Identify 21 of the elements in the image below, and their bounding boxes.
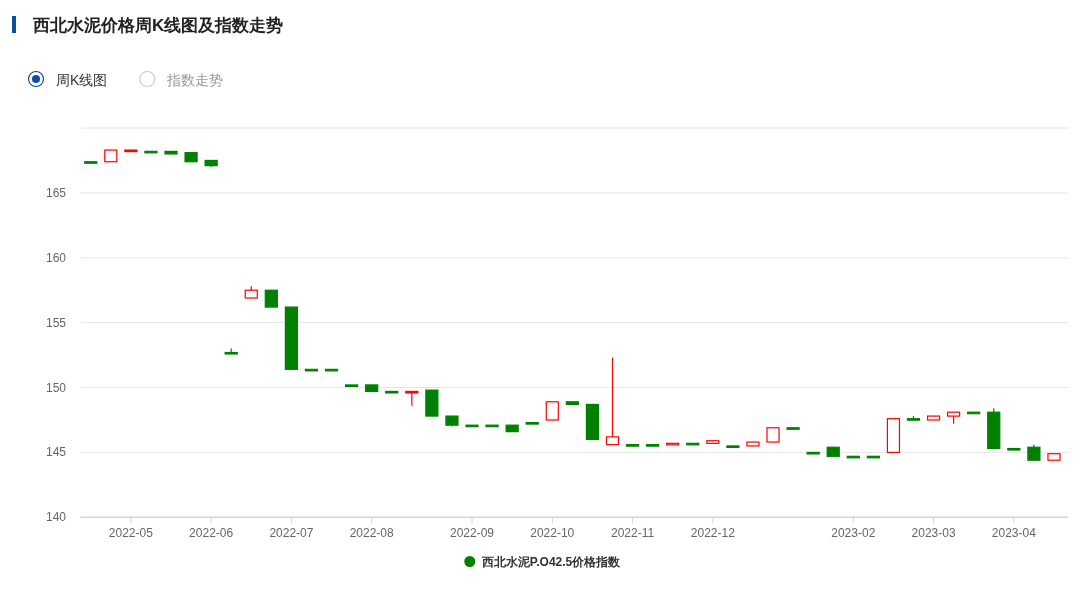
y-tick-label: 155 (45, 315, 67, 330)
x-tick-label: 2022-06 (189, 526, 234, 540)
x-tick-label: 2023-02 (831, 526, 876, 540)
y-tick-label: 165 (45, 185, 67, 200)
chart-title: 西北水泥价格周K线图及指数走势 (32, 16, 284, 35)
x-tick-label: 2022-09 (449, 526, 495, 540)
y-tick-label: 160 (45, 250, 67, 265)
x-tick-label: 2022-10 (530, 526, 575, 540)
x-tick-label: 2022-08 (349, 526, 395, 540)
y-tick-label: 145 (45, 445, 67, 460)
x-tick-label: 2022-12 (690, 526, 736, 540)
y-tick-label: 150 (45, 380, 67, 395)
x-tick-label: 2022-05 (108, 526, 154, 540)
legend: 西北水泥P.O42.5价格指数 (464, 555, 621, 569)
x-tick-label: 2023-03 (911, 526, 956, 540)
x-tick-label: 2023-04 (991, 526, 1037, 540)
x-tick-label: 2022-07 (269, 526, 314, 540)
candlestick (545, 401, 559, 421)
x-tick-label: 2022-11 (610, 526, 655, 540)
candlestick (605, 357, 620, 446)
y-tick-label: 140 (45, 510, 67, 525)
